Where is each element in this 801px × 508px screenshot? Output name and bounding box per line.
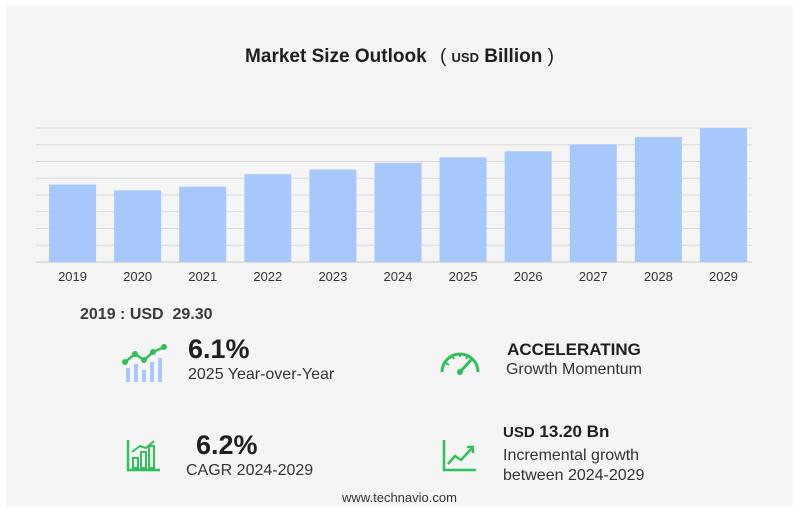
yoy-stat: 6.1% 2025 Year-over-Year [188,334,334,385]
bar-2025 [439,157,487,262]
bar-chart-growth-icon [122,344,167,382]
x-tick-label-2019: 2019 [58,269,87,284]
bar-2021 [179,186,227,262]
x-tick-label-2024: 2024 [384,269,413,284]
x-tick-label-2025: 2025 [449,269,478,284]
yoy-label: 2025 Year-over-Year [188,366,335,383]
base-value: 29.30 [172,306,213,323]
x-tick-label-2021: 2021 [188,269,217,284]
increment-stat: USD 13.20 Bn Incremental growth between … [503,422,644,486]
infographic-card: Market Size Outlook ( USD Billion ) 2019… [6,6,793,506]
cagr-value: 6.2% [196,430,258,460]
cagr-stat: 6.2% CAGR 2024-2029 [186,430,313,481]
source-url: www.technavio.com [342,490,457,505]
increment-label-line1: Incremental growth [503,447,640,464]
x-tick-label-2028: 2028 [644,269,673,284]
bar-2029 [699,128,747,262]
bar-chart: 2019 2020 2021 2022 2023 2024 2025 2026 2027 2028… [36,127,752,284]
bar-2026 [504,151,552,262]
chart-title: Market Size Outlook ( USD Billion ) [6,46,793,68]
increment-value: USD 13.20 Bn [503,422,644,442]
momentum-value: ACCELERATING [507,340,641,359]
trend-line-icon [442,440,476,472]
base-year: 2019 [80,306,116,323]
base-separator: : [115,306,130,323]
bar-2020 [114,190,162,262]
x-tick-label-2029: 2029 [709,269,738,284]
bar-2023 [309,169,357,262]
bar-2028 [634,136,682,262]
increment-amount: 13.20 Bn [539,422,610,441]
x-tick-label-2026: 2026 [514,269,543,284]
momentum-label: Growth Momentum [505,361,643,378]
chart-title-unit-name: Billion [484,46,543,67]
yoy-value: 6.1% [188,334,250,364]
chart-title-unit: ( USD Billion ) [439,46,554,67]
increment-currency: USD [503,424,535,441]
chart-title-unit-prefix: USD [451,50,479,65]
chart-bars [49,128,747,262]
cagr-label: CAGR 2024-2029 [186,462,314,479]
chart-x-axis-labels: 2019 2020 2021 2022 2023 2024 2025 2026 2027 2028… [58,269,738,284]
chart-title-main: Market Size Outlook [245,46,427,67]
increment-label-line2: between 2024-2029 [503,467,645,484]
bar-2024 [374,162,422,262]
base-currency: USD [129,306,164,323]
base-year-value: 2019 : USD 29.30 [80,306,213,324]
bar-2022 [244,174,292,262]
speedometer-icon [440,352,480,375]
bar-2019 [49,184,97,262]
bar-2027 [569,144,617,262]
x-tick-label-2022: 2022 [253,269,282,284]
bar-chart-box-icon [126,440,160,472]
x-tick-label-2020: 2020 [123,269,152,284]
x-tick-label-2027: 2027 [579,269,608,284]
x-tick-label-2023: 2023 [318,269,347,284]
momentum-stat: ACCELERATING Growth Momentum [494,340,654,380]
